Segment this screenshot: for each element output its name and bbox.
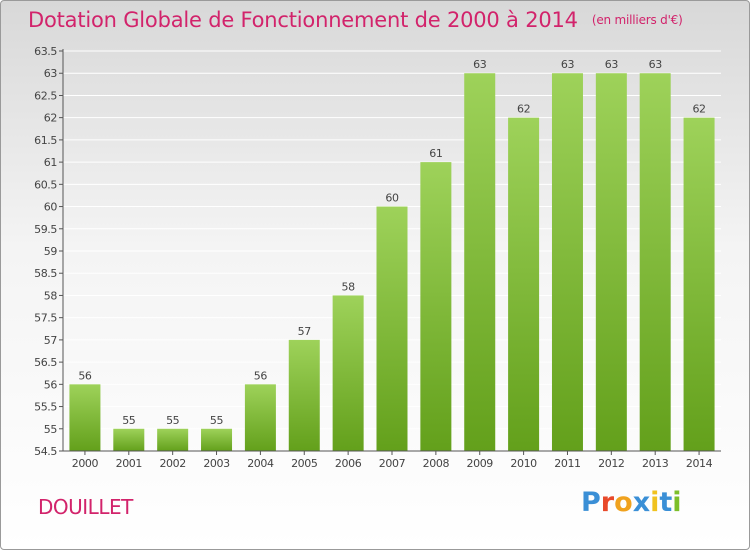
x-tick-label: 2002: [159, 457, 185, 470]
labels: 54.5 55 55.5 56 56.5 57 57.5 58 58.5 59 59.5 60 60.5…: [34, 45, 713, 470]
logo-letter: r: [600, 487, 615, 518]
chart-title: Dotation Globale de Fonctionnement de 20…: [28, 8, 683, 32]
logo-letter: i: [672, 487, 682, 518]
x-tick-label: 2006: [335, 457, 362, 470]
y-tick-label: 61: [44, 156, 57, 169]
bar: [69, 384, 101, 451]
x-tick-label: 2005: [291, 457, 318, 470]
x-tick-label: 2009: [467, 457, 494, 470]
proxiti-logo: Proxiti: [581, 487, 682, 518]
commune-name: DOUILLET: [38, 495, 133, 519]
data-label: 55: [122, 414, 136, 427]
x-tick-label: 2000: [72, 457, 99, 470]
y-tick-label: 63: [44, 67, 58, 80]
x-tick-label: 2013: [642, 457, 669, 470]
y-tick-label: 55.5: [34, 401, 57, 414]
y-tick-label: 62: [44, 112, 57, 125]
logo-letter: t: [659, 487, 673, 518]
data-label: 62: [517, 103, 530, 116]
data-label: 63: [473, 58, 487, 71]
bar: [332, 295, 364, 451]
y-tick-label: 55: [44, 423, 58, 436]
bar: [683, 117, 715, 452]
y-tick-label: 59.5: [34, 223, 57, 236]
x-tick-label: 2007: [379, 457, 406, 470]
x-tick-label: 2003: [203, 457, 230, 470]
data-label: 56: [254, 369, 268, 382]
chart-title-text: Dotation Globale de Fonctionnement de 20…: [28, 8, 578, 32]
y-tick-label: 57.5: [34, 312, 57, 325]
bar: [244, 384, 276, 451]
bar: [113, 428, 145, 451]
bar: [288, 339, 320, 451]
data-label: 60: [385, 192, 399, 205]
data-label: 55: [166, 414, 180, 427]
bar: [201, 428, 233, 451]
data-label: 57: [298, 325, 312, 338]
bar: [464, 73, 496, 451]
data-label: 56: [78, 369, 92, 382]
bar: [420, 162, 452, 451]
x-tick-label: 2001: [116, 457, 142, 470]
y-tick-label: 56.5: [34, 356, 57, 369]
y-tick-label: 58: [44, 289, 58, 302]
bar: [157, 428, 189, 451]
data-label: 62: [692, 103, 705, 116]
bar: [508, 117, 540, 452]
axes: [59, 49, 721, 455]
bars: [69, 73, 715, 452]
x-tick-label: 2010: [510, 457, 537, 470]
x-tick-label: 2012: [598, 457, 624, 470]
y-tick-label: 54.5: [34, 445, 57, 458]
logo-letter: x: [632, 487, 651, 518]
data-label: 58: [342, 280, 356, 293]
y-tick-label: 59: [44, 245, 58, 258]
bar: [551, 73, 583, 451]
logo-letter: i: [650, 487, 660, 518]
y-tick-label: 62.5: [34, 89, 57, 102]
y-tick-label: 63.5: [34, 45, 57, 58]
logo-letter: P: [581, 487, 601, 518]
data-label: 63: [649, 58, 663, 71]
chart-unit: (en milliers d'€): [591, 13, 683, 27]
data-label: 61: [429, 147, 442, 160]
x-tick-label: 2014: [686, 457, 713, 470]
y-tick-label: 58.5: [34, 267, 57, 280]
data-label: 63: [561, 58, 575, 71]
y-tick-label: 61.5: [34, 134, 57, 147]
x-tick-label: 2004: [247, 457, 274, 470]
y-tick-label: 60: [44, 201, 58, 214]
y-tick-label: 57: [44, 334, 58, 347]
bar: [639, 73, 671, 451]
data-label: 63: [605, 58, 619, 71]
y-tick-label: 60.5: [34, 178, 57, 191]
data-label: 55: [210, 414, 224, 427]
y-tick-label: 56: [44, 378, 58, 391]
x-tick-label: 2011: [554, 457, 580, 470]
x-tick-label: 2008: [423, 457, 450, 470]
bar: [376, 206, 408, 451]
bar: [595, 73, 627, 451]
logo-letter: o: [614, 487, 633, 518]
